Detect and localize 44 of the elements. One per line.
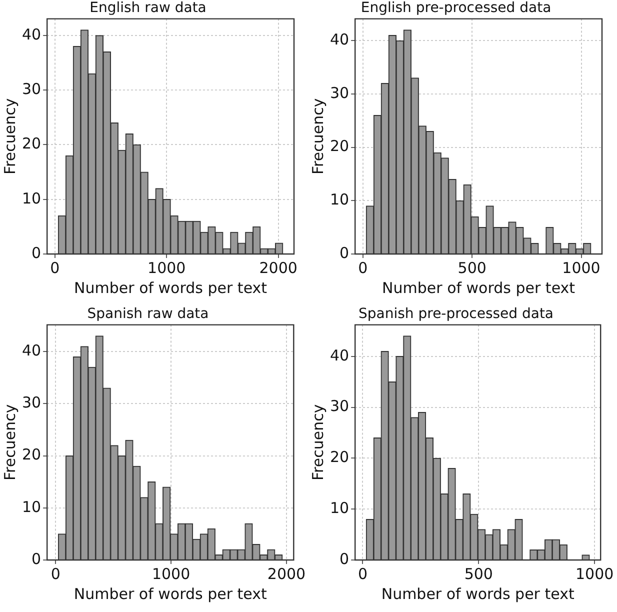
x-tick-label: 0 — [50, 564, 60, 583]
x-tick-label: 0 — [358, 564, 368, 583]
y-tick-label: 40 — [22, 342, 42, 360]
y-tick-label: 10 — [22, 498, 42, 516]
x-axis-title: Number of words per text — [381, 584, 574, 603]
y-tick-label: 0 — [340, 550, 350, 568]
x-axis-title: Number of words per text — [382, 278, 576, 297]
y-tick-label: 0 — [32, 244, 42, 262]
y-tick-label: 30 — [330, 397, 350, 416]
x-tick-label: 0 — [358, 258, 368, 277]
chart-title: English raw data — [90, 0, 206, 16]
y-axis-title: Frecuency — [0, 404, 19, 481]
chart-title: Spanish raw data — [87, 306, 209, 322]
y-tick-label: 0 — [340, 244, 350, 262]
y-tick-label: 30 — [330, 84, 350, 102]
y-tick-label: 40 — [330, 30, 350, 49]
y-tick-label: 30 — [22, 394, 42, 412]
y-tick-label: 20 — [22, 134, 42, 153]
x-tick-label: 500 — [464, 564, 493, 583]
x-tick-label: 500 — [458, 258, 486, 277]
x-axis-title: Number of words per text — [74, 584, 267, 603]
x-tick-label: 1000 — [148, 258, 186, 277]
y-tick-label: 40 — [330, 346, 350, 364]
x-axis-title: Number of words per text — [74, 278, 268, 297]
x-tick-label: 1000 — [152, 564, 190, 583]
x-tick-label: 2000 — [259, 258, 298, 277]
y-axis-title: Frecuency — [308, 404, 327, 481]
y-tick-label: 0 — [32, 550, 42, 568]
y-tick-label: 10 — [330, 498, 350, 517]
x-tick-label: 1000 — [562, 258, 600, 277]
y-axis-title: Frecuency — [0, 98, 19, 175]
y-tick-label: 20 — [330, 448, 350, 466]
x-tick-label: 2000 — [267, 564, 306, 583]
y-tick-label: 40 — [22, 25, 42, 44]
y-axis-title: Frecuency — [308, 98, 327, 175]
chart-title: English pre-processed data — [360, 0, 552, 16]
y-tick-label: 20 — [22, 446, 42, 464]
y-tick-label: 10 — [22, 189, 42, 208]
y-tick-label: 30 — [22, 80, 42, 98]
y-tick-label: 20 — [330, 137, 350, 156]
x-tick-label: 0 — [50, 258, 60, 277]
y-tick-label: 10 — [330, 190, 350, 209]
x-tick-label: 1000 — [575, 564, 614, 583]
chart-title: Spanish pre-processed data — [358, 306, 554, 322]
